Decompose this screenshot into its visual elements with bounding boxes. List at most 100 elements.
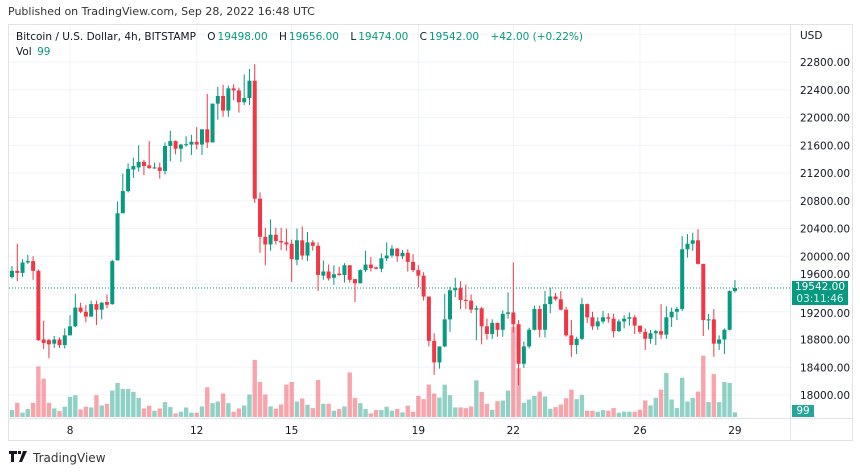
candle[interactable] — [458, 281, 463, 309]
candle[interactable] — [495, 322, 500, 337]
candle[interactable] — [579, 297, 584, 341]
candle[interactable] — [717, 335, 722, 350]
candle[interactable] — [442, 293, 447, 348]
candle[interactable] — [606, 313, 611, 323]
candle[interactable] — [358, 269, 363, 284]
candle[interactable] — [653, 329, 658, 346]
candle[interactable] — [574, 336, 579, 355]
candle[interactable] — [542, 290, 547, 338]
candle[interactable] — [506, 292, 511, 319]
candle[interactable] — [300, 226, 305, 260]
candle[interactable] — [215, 86, 220, 120]
candle[interactable] — [163, 142, 168, 175]
candle[interactable] — [363, 250, 368, 273]
candle[interactable] — [511, 262, 516, 333]
candle[interactable] — [236, 87, 241, 113]
candle[interactable] — [447, 286, 452, 332]
candle[interactable] — [569, 320, 574, 357]
candle[interactable] — [421, 272, 426, 301]
candle[interactable] — [564, 306, 569, 337]
candle[interactable] — [374, 266, 379, 270]
candle[interactable] — [648, 329, 653, 344]
candle[interactable] — [273, 227, 278, 245]
candle[interactable] — [99, 302, 104, 320]
candle[interactable] — [732, 280, 737, 293]
candle[interactable] — [585, 303, 590, 323]
candle[interactable] — [83, 304, 88, 323]
candle[interactable] — [52, 336, 57, 348]
candle[interactable] — [120, 173, 125, 214]
candle[interactable] — [46, 338, 51, 359]
candle[interactable] — [484, 318, 489, 340]
candle[interactable] — [321, 260, 326, 280]
candle[interactable] — [622, 315, 627, 329]
candle[interactable] — [310, 240, 315, 251]
candle[interactable] — [194, 127, 199, 150]
candle[interactable] — [553, 293, 558, 301]
candle[interactable] — [263, 227, 268, 266]
candle[interactable] — [10, 265, 14, 279]
candle[interactable] — [152, 162, 157, 169]
candle[interactable] — [279, 227, 284, 251]
candle[interactable] — [474, 305, 479, 341]
candle[interactable] — [25, 254, 30, 264]
candle[interactable] — [73, 293, 78, 328]
candle[interactable] — [168, 130, 173, 162]
candle[interactable] — [389, 245, 394, 258]
candle[interactable] — [384, 242, 389, 262]
candle[interactable] — [722, 328, 727, 355]
candle[interactable] — [601, 311, 606, 324]
candle[interactable] — [173, 140, 178, 155]
candle[interactable] — [432, 333, 437, 375]
candle[interactable] — [379, 253, 384, 273]
candle[interactable] — [316, 242, 321, 291]
candle[interactable] — [490, 319, 495, 339]
candle[interactable] — [157, 162, 162, 179]
candle[interactable] — [690, 232, 695, 251]
candle[interactable] — [210, 103, 215, 143]
candle[interactable] — [289, 239, 294, 282]
candle[interactable] — [353, 279, 358, 303]
candle[interactable] — [469, 294, 474, 314]
candle[interactable] — [500, 310, 505, 337]
candle[interactable] — [305, 231, 310, 262]
candle[interactable] — [268, 219, 273, 251]
candle[interactable] — [595, 317, 600, 330]
candle[interactable] — [62, 328, 67, 349]
candle[interactable] — [141, 159, 146, 176]
candle[interactable] — [416, 265, 421, 288]
candle[interactable] — [664, 306, 669, 339]
candle[interactable] — [199, 129, 204, 155]
candle[interactable] — [627, 312, 632, 326]
candle[interactable] — [68, 315, 73, 336]
candle[interactable] — [94, 300, 99, 325]
candle[interactable] — [659, 304, 664, 339]
candle[interactable] — [258, 192, 263, 253]
candle[interactable] — [326, 264, 331, 281]
candle[interactable] — [637, 325, 642, 334]
candle[interactable] — [337, 266, 342, 276]
candle[interactable] — [590, 311, 595, 330]
candle[interactable] — [221, 84, 226, 117]
candle[interactable] — [331, 265, 336, 285]
candle[interactable] — [247, 68, 252, 106]
candle[interactable] — [294, 228, 299, 266]
candle[interactable] — [616, 319, 621, 332]
candle[interactable] — [643, 328, 648, 350]
candle[interactable] — [685, 234, 690, 258]
candle[interactable] — [41, 320, 46, 350]
candle[interactable] — [727, 290, 732, 331]
candle[interactable] — [711, 308, 716, 357]
candle[interactable] — [205, 93, 210, 149]
candle[interactable] — [36, 269, 41, 341]
candle[interactable] — [537, 305, 542, 338]
candle[interactable] — [126, 163, 131, 193]
candle[interactable] — [411, 254, 416, 273]
candle[interactable] — [342, 263, 347, 283]
candle[interactable] — [463, 284, 468, 309]
candle[interactable] — [136, 145, 141, 172]
candle[interactable] — [516, 320, 521, 386]
candle[interactable] — [632, 315, 637, 334]
candle[interactable] — [20, 259, 25, 278]
candle[interactable] — [89, 300, 94, 317]
